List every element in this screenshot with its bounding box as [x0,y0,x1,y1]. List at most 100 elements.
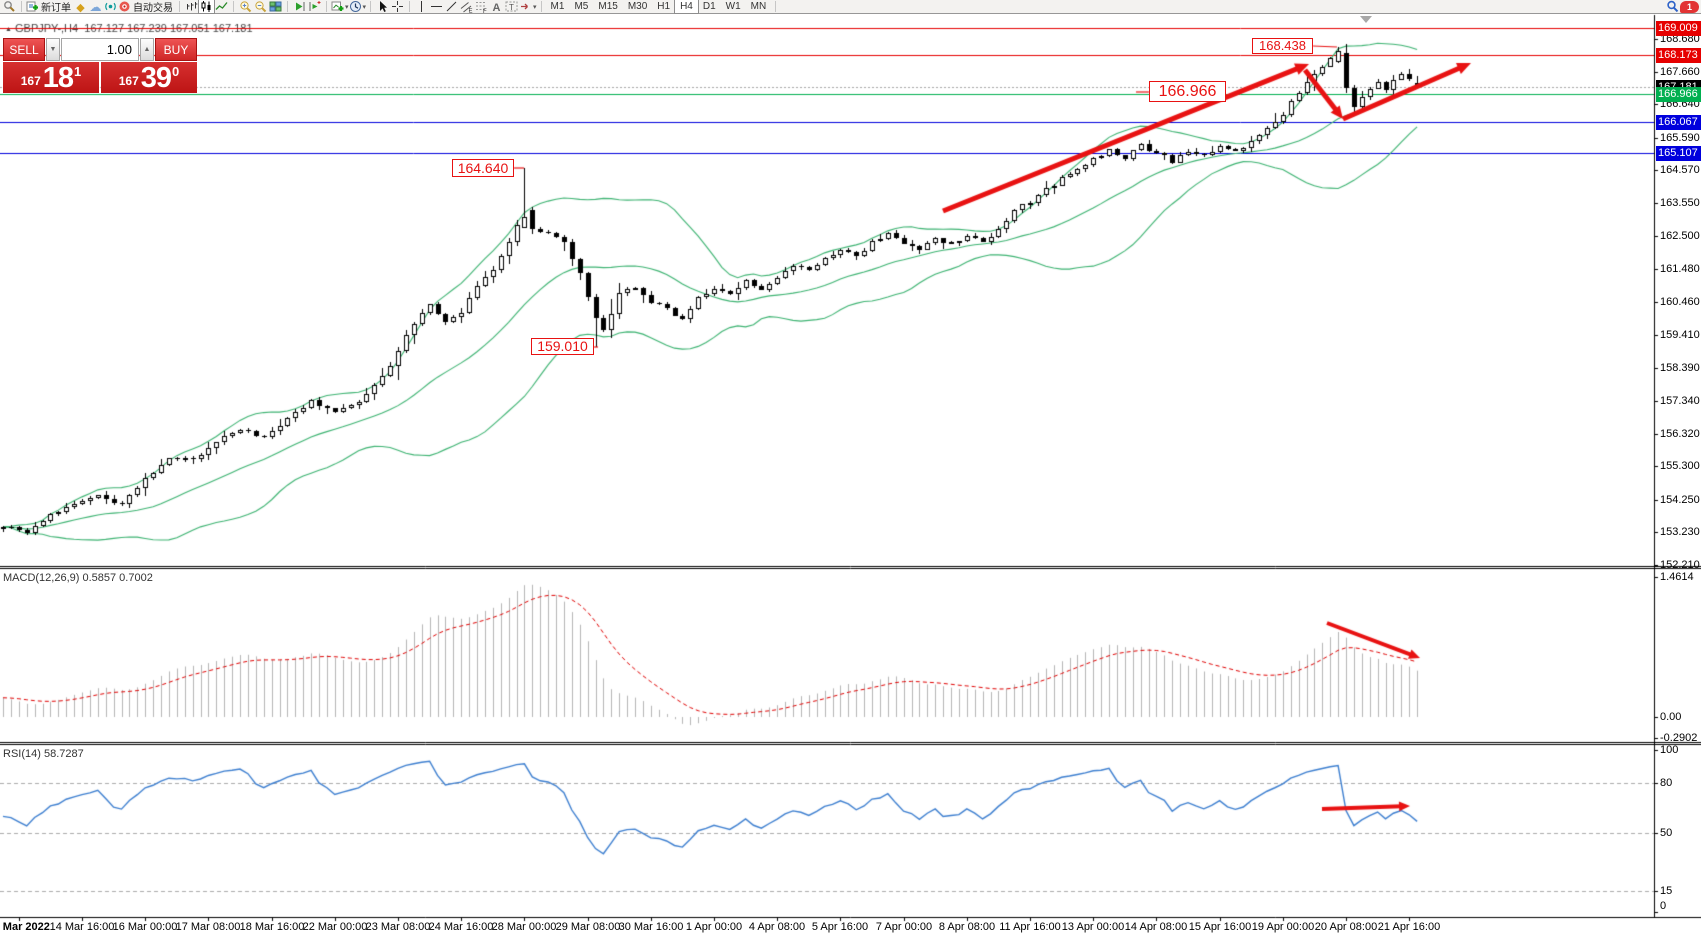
timeframe-button-w1[interactable]: W1 [725,1,741,12]
crosshair-button[interactable] [390,0,405,13]
svg-text:F: F [483,9,487,13]
toolbar-separator [21,1,22,12]
indicators-button[interactable]: ▾ [331,0,349,13]
periods-dropdown-icon[interactable]: ▾ [362,3,367,11]
new-order-button[interactable]: 新订单 [26,0,73,14]
sell-button[interactable]: SELL [3,38,45,61]
text-icon: A [492,1,501,14]
bar-chart-button[interactable] [184,0,199,13]
cloud-button[interactable]: ☁ [88,0,103,13]
new-order-label: 新订单 [41,3,71,14]
candle-chart-button[interactable] [198,0,215,14]
signal-button[interactable] [103,0,118,13]
timeframe-button-m5[interactable]: M5 [574,1,589,12]
time-axis-label: 1 Apr 00:00 [685,921,743,933]
auto-trading-button[interactable]: 自动交易 [118,0,175,14]
channel-button[interactable]: E [459,0,474,13]
gold-button[interactable]: ◆ [73,0,88,14]
sell-price[interactable]: 167 18 1 [3,62,99,93]
chart-shift-icon [308,0,321,13]
signal-icon [104,0,117,13]
price-annotation-label[interactable]: 166.966 [1149,81,1226,102]
main-toolbar: 新订单 ◆ ☁ 自动交易 ▾ ▾ E F A T ▾ M1 M5 M15 M30 H1 H4 D1 W1 MN 1 [0,0,1701,14]
timeframe-button-m15[interactable]: M15 [598,1,618,12]
macd-indicator-label: MACD(12,26,9) 0.5857 0.7002 [3,572,153,584]
price-annotation-label[interactable]: 168.438 [1252,38,1313,54]
time-axis-label: 19 Apr 00:00 [1251,921,1315,933]
time-axis-label: 22 Mar 00:00 [302,921,368,933]
trendline-icon [445,0,458,13]
svg-text:T: T [509,3,514,12]
periods-icon [349,0,362,13]
timeframe-button-m1[interactable]: M1 [550,1,565,12]
periods-button[interactable]: ▾ [349,0,367,13]
buy-price-prefix: 167 [118,74,139,88]
sell-price-pips: 18 [42,62,74,94]
magnifier-icon [3,0,16,13]
chart-shift-marker-icon[interactable] [1360,16,1372,23]
buy-button[interactable]: BUY [155,38,197,61]
cursor-button[interactable] [375,0,390,13]
zoom-out-icon [254,0,267,13]
shapes-button[interactable]: ▾ [519,0,537,13]
fibonacci-button[interactable]: F [474,0,489,13]
crosshair-icon [391,0,404,13]
time-axis-label: 17 Mar 08:00 [175,921,241,933]
price-tick-label: 167.660 [1660,66,1700,78]
auto-trading-label: 自动交易 [133,3,173,14]
price-tick-label: 154.250 [1660,494,1700,506]
sell-price-point: 1 [74,64,82,79]
buy-price[interactable]: 167 39 0 [101,62,197,93]
line-chart-button[interactable] [214,0,229,13]
chart-shift-button[interactable] [307,0,322,13]
price-annotation-label[interactable]: 164.640 [452,159,514,177]
rsi-indicator-label: RSI(14) 58.7287 [3,748,84,760]
rsi-axis-label: 80 [1660,777,1673,789]
horizontal-line-button[interactable] [429,0,444,13]
trendline-button[interactable] [444,0,459,13]
text-button[interactable]: A [489,0,504,14]
vertical-line-button[interactable] [414,0,429,13]
timeframe-button-h4[interactable]: H4 [674,0,699,14]
notification-icon: 1 [1680,0,1699,13]
tile-windows-button[interactable] [268,0,283,13]
zoom-in-button[interactable] [238,0,253,13]
indicators-dropdown-icon[interactable]: ▾ [345,3,349,11]
price-tick-label: 152.210 [1660,559,1700,571]
price-tick-label: 160.460 [1660,296,1700,308]
candle-chart-icon [200,0,213,13]
notification-badge[interactable]: 1 [1680,0,1699,13]
auto-scroll-button[interactable] [292,0,307,13]
time-axis-label: 14 Apr 08:00 [1124,921,1188,933]
volume-input[interactable] [61,38,139,61]
new-order-icon [26,0,39,13]
vertical-line-icon [415,0,428,13]
time-axis-label: 14 Mar 16:00 [49,921,115,933]
magnifier-button[interactable] [2,0,17,13]
time-axis-label: 24 Mar 16:00 [428,921,494,933]
shapes-dropdown-icon[interactable]: ▾ [533,3,537,11]
gold-icon: ◆ [76,1,85,14]
timeframe-button-d1[interactable]: D1 [702,1,716,12]
price-annotation-label[interactable]: 159.010 [531,338,594,355]
zoom-in-icon [239,0,252,13]
price-tick-label: 159.410 [1660,329,1700,341]
text-label-button[interactable]: T [504,0,519,13]
channel-icon: E [460,0,473,13]
tile-windows-icon [269,0,282,13]
price-level-badge: 166.966 [1656,87,1701,102]
search-button[interactable] [1665,0,1680,13]
toolbar-separator [179,1,180,12]
price-tick-label: 156.320 [1660,428,1700,440]
timeframe-button-mn[interactable]: MN [750,1,767,12]
time-axis-label: 23 Mar 08:00 [365,921,431,933]
timeframe-button-h1[interactable]: H1 [657,1,671,12]
zoom-out-button[interactable] [253,0,268,13]
volume-increase-button[interactable]: ▲ [140,38,154,61]
cursor-icon [376,0,389,13]
timeframe-button-m30[interactable]: M30 [627,1,648,12]
price-level-badge: 168.173 [1656,48,1701,63]
volume-decrease-button[interactable]: ▼ [46,38,60,61]
